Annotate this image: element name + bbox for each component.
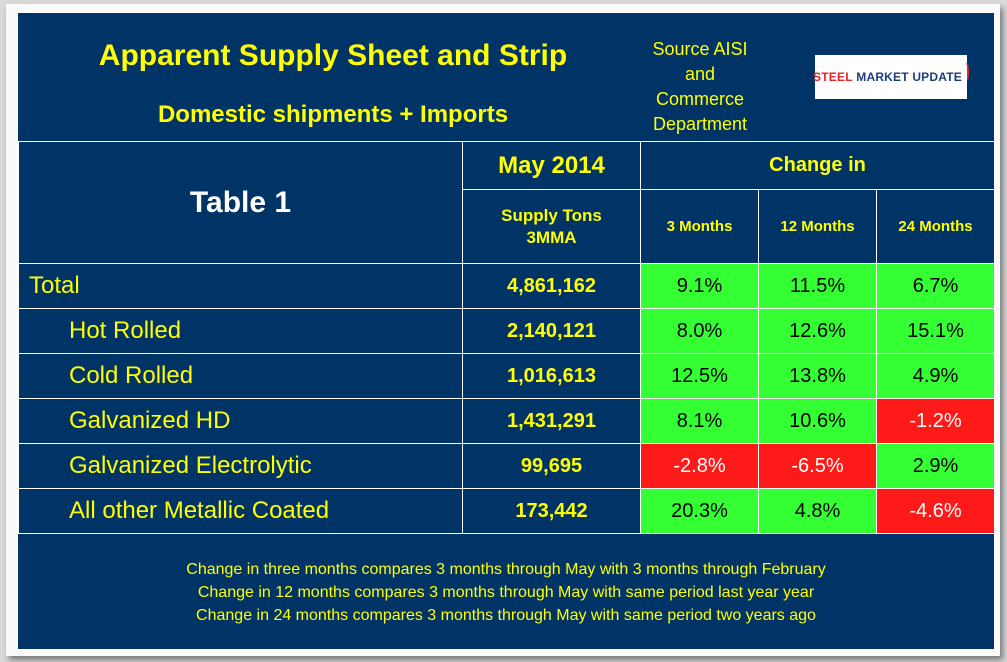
header: Apparent Supply Sheet and Strip Domestic… (18, 13, 994, 142)
row-name: Total (18, 263, 463, 309)
source-line-1: Source AISI (652, 39, 748, 59)
page-title: Apparent Supply Sheet and Strip (98, 39, 568, 72)
table-label: Table 1 (18, 141, 463, 264)
supply-table: Table 1 May 2014 Change in Supply Tons 3… (18, 141, 996, 534)
row-change-24m: 15.1% (875, 308, 996, 354)
footnote-24-months: Change in 24 months compares 3 months th… (196, 607, 816, 624)
footnote-12-months: Change in 12 months compares 3 months th… (197, 584, 815, 601)
footnotes: Change in three months compares 3 months… (18, 533, 994, 650)
supply-header-line1: Supply Tons (501, 205, 602, 225)
row-change-3m: 9.1% (640, 263, 759, 309)
page-subtitle: Domestic shipments + Imports (157, 101, 509, 128)
row-change-12m: 10.6% (758, 398, 877, 444)
steel-market-update-logo: STEEL MARKET UPDATE (813, 55, 969, 99)
row-change-24m: -1.2% (875, 398, 996, 444)
row-name: All other Metallic Coated (18, 488, 463, 534)
row-change-24m: -4.6% (875, 488, 996, 534)
row-name: Galvanized HD (18, 398, 463, 444)
logo-steel-text: STEEL (813, 70, 853, 84)
row-change-12m: 11.5% (758, 263, 877, 309)
change-header: Change in (639, 141, 996, 190)
source-line-3: Commerce (655, 89, 744, 109)
row-change-12m: 4.8% (758, 488, 877, 534)
table-row: Galvanized Electrolytic 99,695 -2.8% -6.… (18, 443, 996, 489)
table-row: All other Metallic Coated 173,442 20.3% … (18, 488, 996, 534)
row-change-12m: 13.8% (758, 353, 877, 399)
row-change-24m: 4.9% (875, 353, 996, 399)
source-note: Source AISI and Commerce Department (630, 37, 770, 137)
row-supply: 99,695 (462, 443, 641, 489)
row-supply: 2,140,121 (462, 308, 641, 354)
row-change-3m: 8.1% (640, 398, 759, 444)
source-line-4: Department (652, 114, 748, 134)
row-name: Galvanized Electrolytic (18, 443, 463, 489)
row-name: Cold Rolled (18, 353, 463, 399)
source-line-2: and (684, 64, 716, 84)
row-change-24m: 6.7% (875, 263, 996, 309)
row-supply: 4,861,162 (462, 263, 641, 309)
table-row: Hot Rolled 2,140,121 8.0% 12.6% 15.1% (18, 308, 996, 354)
row-change-3m: 20.3% (640, 488, 759, 534)
row-change-24m: 2.9% (875, 443, 996, 489)
logo-rest-text: MARKET UPDATE (852, 70, 962, 84)
row-supply: 1,016,613 (462, 353, 641, 399)
col-12-months: 12 Months (758, 189, 877, 264)
supply-header-line2: 3MMA (526, 227, 577, 247)
supply-header: Supply Tons 3MMA (462, 189, 641, 264)
logo-arc-icon (964, 63, 969, 81)
row-supply: 1,431,291 (462, 398, 641, 444)
row-change-3m: -2.8% (640, 443, 759, 489)
row-change-12m: -6.5% (758, 443, 877, 489)
col-24-months: 24 Months (875, 189, 996, 264)
row-change-12m: 12.6% (758, 308, 877, 354)
table-row: Cold Rolled 1,016,613 12.5% 13.8% 4.9% (18, 353, 996, 399)
table-row: Total 4,861,162 9.1% 11.5% 6.7% (18, 263, 996, 309)
col-3-months: 3 Months (640, 189, 759, 264)
row-name: Hot Rolled (18, 308, 463, 354)
footnote-3-months: Change in three months compares 3 months… (186, 561, 826, 578)
row-change-3m: 12.5% (640, 353, 759, 399)
report-panel: Apparent Supply Sheet and Strip Domestic… (17, 12, 996, 650)
slide-frame: Apparent Supply Sheet and Strip Domestic… (6, 4, 1000, 656)
row-change-3m: 8.0% (640, 308, 759, 354)
table-row: Galvanized HD 1,431,291 8.1% 10.6% -1.2% (18, 398, 996, 444)
row-supply: 173,442 (462, 488, 641, 534)
period-header: May 2014 (462, 141, 641, 190)
